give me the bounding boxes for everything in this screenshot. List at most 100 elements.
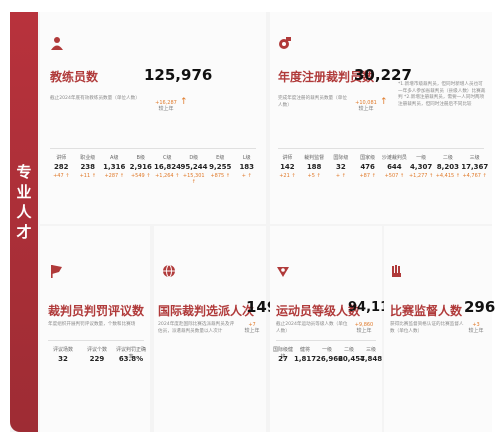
- athlete-level-value: 26,962: [316, 355, 344, 363]
- coach-total: 125,976: [144, 66, 213, 84]
- coach-level-item: E级 9,255 +875 ↑: [207, 154, 234, 185]
- referee-level-item: 二级 8,203 +4,415 ↑: [435, 154, 462, 179]
- referee-delta-label: 较上年: [358, 106, 374, 112]
- coach-level-value: 9,255: [209, 163, 232, 171]
- athlete-level-value: 1,817: [294, 355, 317, 363]
- athletes-delta: +9,860 较上年: [350, 322, 378, 334]
- referee-title: 年度注册裁判员数: [278, 70, 375, 84]
- coach-level-item: D级 95,244 +15,301 ↑: [181, 154, 208, 185]
- evaluation-item-label: 评议场数: [52, 347, 73, 353]
- hand-icon: [392, 265, 401, 277]
- supervisors-card: 比赛监督人数 296 获得比赛监督资格认证的比赛监督人数（单位人数） +3 较上…: [384, 226, 495, 432]
- referee-level-label: 国家级: [360, 155, 376, 161]
- coach-level-label: 职业级: [80, 155, 96, 161]
- athlete-level-item: 二级 60,457: [338, 346, 365, 365]
- coach-level-item: C级 16,824 +1,264 ↑: [154, 154, 181, 185]
- referee-level-value: 32: [336, 163, 346, 171]
- referee-level-label: 国际级: [333, 155, 349, 161]
- referee-level-value: 4,307: [410, 163, 433, 171]
- divider: [278, 148, 484, 149]
- athlete-level-item: 三级 4,848: [360, 346, 382, 365]
- athlete-level-item: 健将 1,817: [294, 346, 316, 365]
- athletes-title: 运动员等级人数: [276, 304, 361, 318]
- referee-level-label: 裁判监督: [304, 155, 325, 161]
- athlete-level-label: 健将: [299, 347, 310, 353]
- international-title: 国际裁判选派人次: [158, 304, 255, 318]
- talent-panel: 专业人才 教练员数 125,976 截止2024年底有效教练员数量（单位人数） …: [10, 12, 495, 432]
- international-note: 2024年度赴国际比赛选派裁判员及评估员，派遣裁判员数量以人次计: [158, 322, 235, 334]
- coach-note: 截止2024年底有效教练员数量（单位人数）: [50, 96, 140, 101]
- flag-icon: [51, 265, 62, 278]
- referee-level-item: 裁判监督 188 +5 ↑: [301, 154, 328, 179]
- section-title-char: 专: [16, 163, 32, 181]
- referee-delta-value: +10,081: [355, 100, 377, 106]
- supervisors-delta: +3 较上年: [464, 322, 488, 334]
- athlete-levels: 国际级健将 27 健将 1,817 一级 26,962 二级 60,457 三级 4,848: [272, 346, 382, 365]
- evaluation-card: 裁判员判罚评议数 年度组织开展判罚评议数量，个数和比赛场 评议场数 32 评议个数 2…: [40, 226, 150, 432]
- coach-card: 教练员数 125,976 截止2024年底有效教练员数量（单位人数） +16,2…: [40, 12, 266, 224]
- evaluation-item-item: 评议场数 32: [46, 346, 80, 365]
- referee-level-label: 三级: [469, 155, 480, 161]
- section-title-char: 业: [16, 183, 32, 201]
- referee-level-item: 国际级 32 + ↑: [328, 154, 355, 179]
- coach-level-item: 讲师 282 +47 ↑: [48, 154, 75, 185]
- referee-level-change: + ↑: [335, 173, 346, 179]
- referee-level-item: 国家级 476 +87 ↑: [354, 154, 381, 179]
- section-sidebar: 专业人才: [10, 12, 38, 432]
- coach-level-label: B级: [136, 155, 145, 161]
- coach-delta-label: 较上年: [158, 106, 174, 112]
- referee-level-change: +4,767 ↑: [462, 173, 487, 179]
- athlete-level-value: 4,848: [360, 355, 383, 363]
- divider: [48, 340, 144, 341]
- referee-level-item: 沙滩裁判员 644 +507 ↑: [381, 154, 408, 179]
- coach-level-change: +47 ↑: [53, 173, 70, 179]
- coach-level-value: 2,916: [129, 163, 152, 171]
- athlete-level-label: 一级: [321, 347, 332, 353]
- supervisors-delta-label: 较上年: [468, 328, 484, 334]
- coach-level-value: 16,824: [154, 163, 182, 171]
- coach-level-change: +549 ↑: [130, 173, 151, 179]
- coach-level-item: A级 1,316 +287 ↑: [101, 154, 128, 185]
- supervisors-title: 比赛监督人数: [390, 304, 463, 318]
- section-title-char: 才: [16, 223, 32, 241]
- referee-level-value: 644: [387, 163, 402, 171]
- coach-level-value: 238: [80, 163, 96, 171]
- referee-levels: 讲师 142 +21 ↑ 裁判监督 188 +5 ↑ 国际级 32 + ↑ 国家级 476 +87 ↑…: [274, 154, 488, 179]
- evaluation-item-item: 评议判罚正确率 63.8%: [114, 346, 148, 365]
- evaluation-item-item: 评议个数 229: [80, 346, 114, 365]
- divider: [50, 148, 256, 149]
- referee-delta: +10,081 较上年: [350, 100, 382, 112]
- coach-level-label: C级: [163, 155, 172, 161]
- referee-level-value: 188: [306, 163, 322, 171]
- referee-level-label: 一级: [416, 155, 427, 161]
- referee-level-label: 讲师: [282, 155, 293, 161]
- section-title-char: 人: [16, 203, 32, 221]
- referee-level-item: 一级 4,307 +1,277 ↑: [408, 154, 435, 179]
- referee-level-value: 142: [280, 163, 295, 171]
- coach-level-change: +287 ↑: [104, 173, 124, 179]
- referee-level-item: 讲师 142 +21 ↑: [274, 154, 301, 179]
- athlete-level-item: 国际级健将 27: [272, 346, 294, 365]
- referee-card: 年度注册裁判员数 30,227 完成年度注册的裁判员数量（单位人数） +10,0…: [270, 12, 492, 224]
- coach-level-value: 1,316: [103, 163, 126, 171]
- supervisors-delta-value: +3: [472, 322, 480, 328]
- coach-level-label: A级: [110, 155, 119, 161]
- international-delta-label: 较上年: [244, 328, 260, 334]
- referee-note: 完成年度注册的裁判员数量（单位人数）: [278, 96, 347, 108]
- athletes-card: 运动员等级人数 94,111 截止2024年运动员等级人数（单位人数） +9,8…: [270, 226, 398, 432]
- coach-level-item: L级 183 + ↑: [234, 154, 261, 185]
- evaluation-item-value: 32: [58, 355, 68, 363]
- international-total: 149: [246, 298, 278, 316]
- coach-levels: 讲师 282 +47 ↑ 职业级 238 +11 ↑ A级 1,316 +287 ↑ B级 2,91…: [48, 154, 260, 185]
- athlete-level-label: 国际级健将: [272, 347, 293, 360]
- athletes-delta-label: 较上年: [356, 328, 372, 334]
- referee-up-arrow-icon: ↑: [380, 97, 388, 107]
- coach-level-label: L级: [242, 155, 251, 161]
- coach-level-label: D级: [189, 155, 199, 161]
- coach-level-change: +1,264 ↑: [155, 173, 180, 179]
- globe-icon: [163, 264, 175, 278]
- international-card: 国际裁判选派人次 149 2024年度赴国际比赛选派裁判员及评估员，派遣裁判员数…: [154, 226, 277, 432]
- badge-icon: [277, 267, 289, 277]
- referee-side-note: *1.新增市级裁判员，但同时新增人员也可一年多人参加省裁判员（县级人数）比赛裁判…: [398, 82, 486, 107]
- referee-level-change: +507 ↑: [384, 173, 405, 179]
